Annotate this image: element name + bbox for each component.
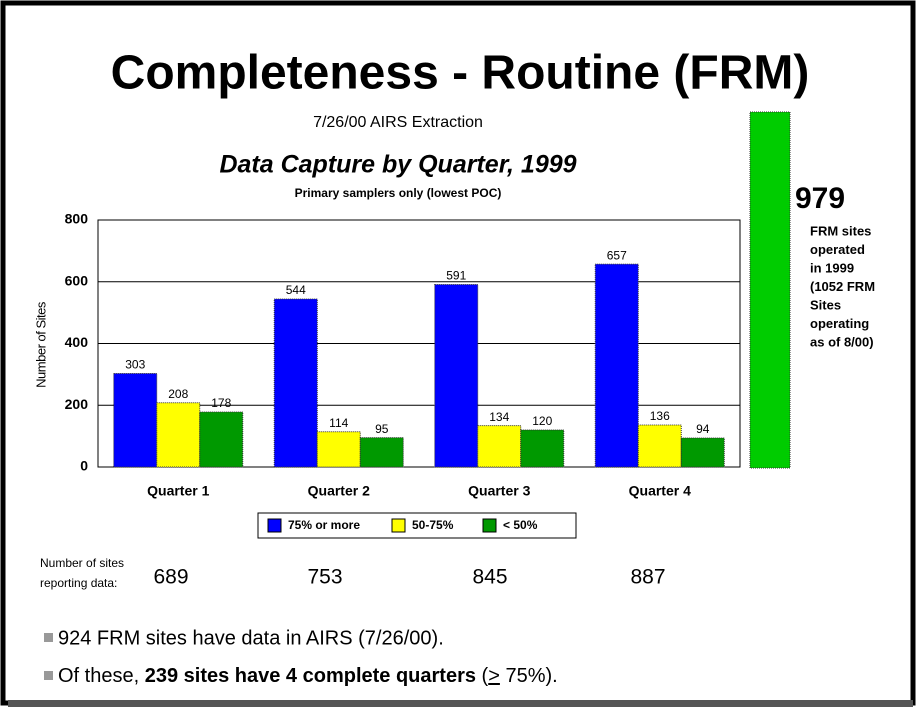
bullet [44, 633, 53, 642]
y-tick-label: 400 [65, 334, 89, 350]
bar [156, 402, 201, 468]
title: Completeness - Routine (FRM) [111, 47, 810, 100]
legend-box [257, 512, 577, 539]
side-note: FRM sites operated in 1999 (1052 FRM Sites op… [810, 223, 875, 349]
chart-subtitle: Primary samplers only (lowest POC) [295, 186, 502, 200]
y-tick-label: 600 [65, 272, 89, 288]
y-tick-label: 0 [80, 458, 88, 474]
x-tick-label: Quarter 2 [308, 483, 370, 499]
bar [113, 372, 158, 468]
reporting-label: reporting data: [40, 576, 117, 590]
side-number: 979 [795, 182, 845, 215]
chart-title: Data Capture by Quarter, 1999 [219, 151, 576, 179]
reporting-value: 689 [153, 566, 188, 589]
bullet-text: 924 FRM sites have data in AIRS (7/26/00… [58, 627, 444, 649]
value-label: 544 [286, 283, 306, 297]
value-label: 136 [650, 409, 670, 423]
side-note-line: Sites [810, 297, 841, 312]
bar [434, 284, 479, 468]
bar [520, 429, 565, 468]
value-label: 114 [329, 416, 348, 430]
y-tick-label: 200 [65, 396, 89, 412]
reporting-value: 887 [630, 566, 665, 589]
bar [199, 411, 244, 468]
side-note-line: FRM sites [810, 223, 871, 238]
legend-swatch [482, 518, 497, 533]
text: 239 sites have 4 complete quarters [145, 665, 476, 687]
value-label: 178 [211, 396, 231, 410]
legend-swatch [391, 518, 406, 533]
side-bar [749, 111, 791, 469]
x-tick-label: Quarter 3 [468, 483, 530, 499]
x-tick-label: Quarter 1 [147, 483, 209, 499]
bar [637, 424, 682, 468]
plot-frame [97, 219, 741, 468]
legend-swatch [267, 518, 282, 533]
bullet [44, 671, 53, 680]
side-note-line: (1052 FRM [810, 279, 875, 294]
value-label: 120 [532, 414, 552, 428]
text: ( [476, 665, 489, 687]
value-label: 94 [696, 422, 710, 436]
bar [316, 431, 361, 468]
text: > [488, 665, 500, 687]
bar [477, 425, 522, 468]
side-note-line: operating [810, 316, 869, 331]
subtitle: 7/26/00 AIRS Extraction [313, 114, 483, 131]
frame-shadow [8, 700, 913, 707]
bullet-text: Of these, 239 sites have 4 complete quar… [58, 665, 558, 687]
value-label: 591 [446, 269, 466, 283]
value-label: 208 [168, 387, 188, 401]
reporting-value: 845 [472, 566, 507, 589]
text: Of these, [58, 665, 145, 687]
legend-label: 75% or more [288, 518, 360, 532]
value-label: 134 [489, 410, 509, 424]
bar [680, 437, 725, 468]
reporting-value: 753 [307, 566, 342, 589]
legend-label: < 50% [503, 518, 538, 532]
side-note-line: operated [810, 242, 865, 257]
y-axis-label: Number of Sites [33, 301, 48, 388]
y-tick-label: 800 [65, 211, 89, 227]
bar [594, 263, 639, 468]
side-note-line: in 1999 [810, 260, 854, 275]
reporting-label: Number of sites [40, 556, 124, 570]
value-label: 303 [125, 358, 145, 372]
x-tick-label: Quarter 4 [629, 483, 691, 499]
value-label: 657 [607, 248, 627, 262]
text: 75%). [500, 665, 558, 687]
side-note-line: as of 8/00) [810, 334, 874, 349]
bar [359, 437, 404, 468]
legend-label: 50-75% [412, 518, 454, 532]
value-label: 95 [375, 422, 389, 436]
bar [273, 298, 318, 468]
